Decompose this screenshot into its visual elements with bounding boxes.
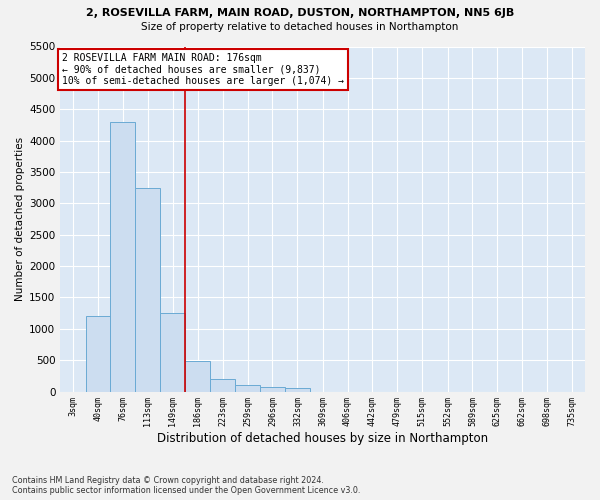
Y-axis label: Number of detached properties: Number of detached properties <box>15 137 25 301</box>
Bar <box>86 316 110 392</box>
Bar <box>185 361 211 392</box>
Text: Size of property relative to detached houses in Northampton: Size of property relative to detached ho… <box>142 22 458 32</box>
Bar <box>285 388 310 392</box>
Bar <box>211 379 235 392</box>
Text: Contains HM Land Registry data © Crown copyright and database right 2024.: Contains HM Land Registry data © Crown c… <box>12 476 324 485</box>
Bar <box>110 122 136 392</box>
Text: 2, ROSEVILLA FARM, MAIN ROAD, DUSTON, NORTHAMPTON, NN5 6JB: 2, ROSEVILLA FARM, MAIN ROAD, DUSTON, NO… <box>86 8 514 18</box>
Bar <box>235 386 260 392</box>
Bar <box>136 188 160 392</box>
Bar <box>160 313 185 392</box>
X-axis label: Distribution of detached houses by size in Northampton: Distribution of detached houses by size … <box>157 432 488 445</box>
Bar <box>260 387 285 392</box>
Text: Contains public sector information licensed under the Open Government Licence v3: Contains public sector information licen… <box>12 486 361 495</box>
Text: 2 ROSEVILLA FARM MAIN ROAD: 176sqm
← 90% of detached houses are smaller (9,837)
: 2 ROSEVILLA FARM MAIN ROAD: 176sqm ← 90%… <box>62 53 344 86</box>
